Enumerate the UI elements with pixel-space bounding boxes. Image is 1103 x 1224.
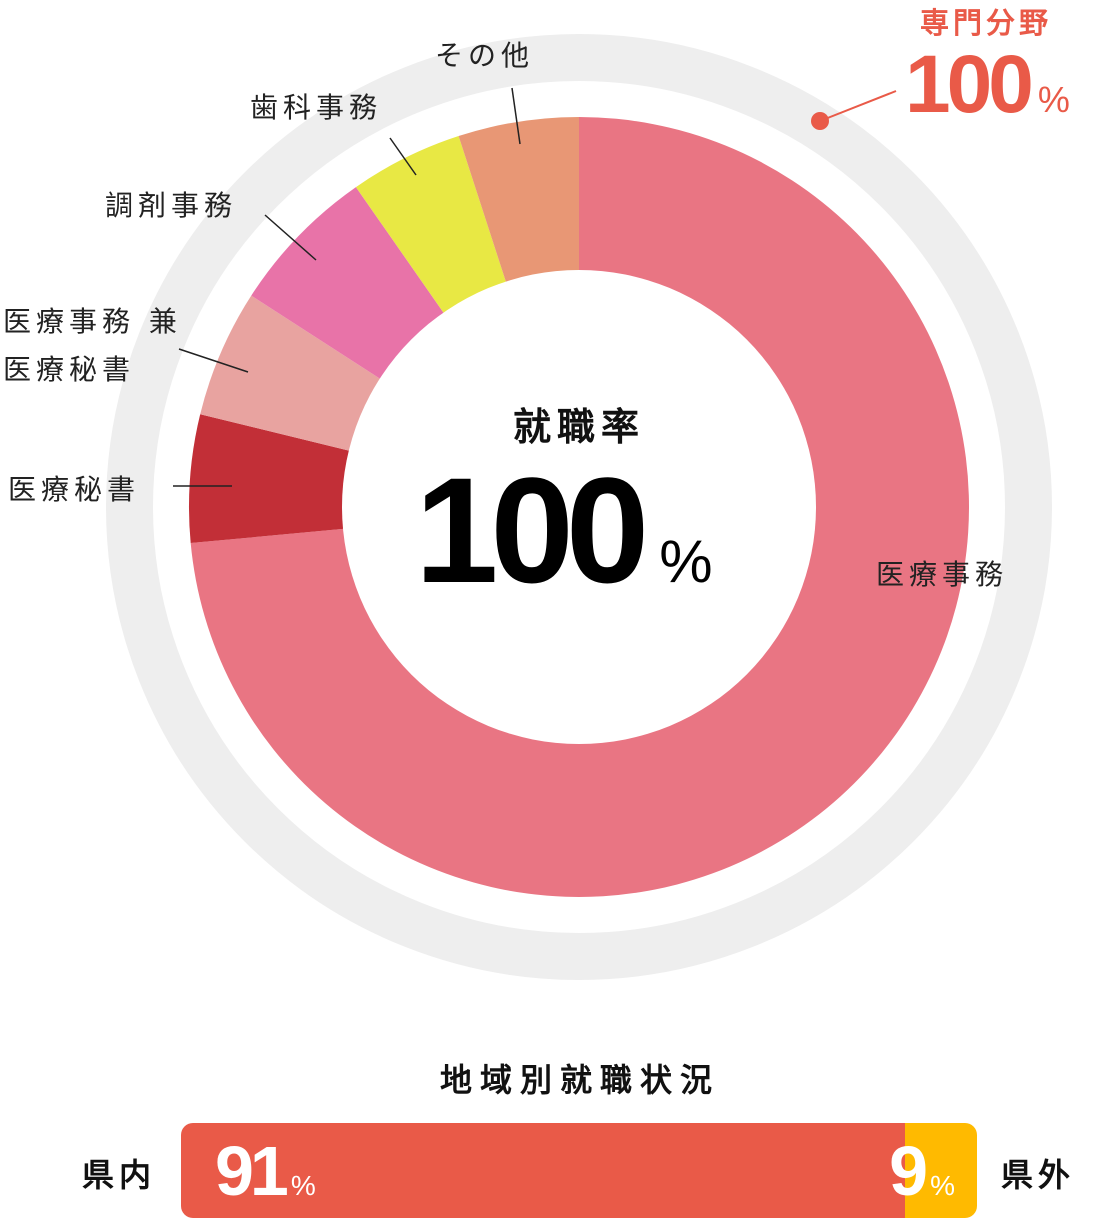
bar-unit-kengai: %	[930, 1170, 955, 1201]
leader-line-ken	[178, 348, 249, 373]
bar-value-kennai-number: 91	[215, 1132, 289, 1210]
label-shika: 歯科事務	[250, 91, 383, 124]
bar-segment-kengai	[905, 1123, 977, 1218]
leader-line-chozai	[264, 214, 317, 261]
label-sonota: その他	[435, 39, 535, 72]
bar-value-kengai: 9%	[889, 1131, 955, 1211]
specialty-value-number: 100	[905, 39, 1034, 130]
specialty-value-unit: %	[1037, 79, 1070, 120]
center-value-unit: %	[659, 528, 713, 595]
bar-value-kennai: 91%	[215, 1131, 316, 1211]
center-title: 就職率	[512, 405, 645, 449]
specialty-value: 100%	[905, 44, 1070, 126]
label-kennai: 県内	[82, 1156, 157, 1194]
specialty-title: 専門分野	[920, 6, 1053, 40]
label-ken-b: 医療秘書	[3, 353, 136, 386]
outer-ring	[106, 34, 1052, 980]
region-bar: 91% 9%	[181, 1123, 977, 1218]
label-hisho: 医療秘書	[8, 473, 141, 506]
label-chozai: 調剤事務	[105, 189, 238, 222]
region-title: 地域別就職状況	[439, 1061, 720, 1099]
bar-value-kengai-number: 9	[889, 1132, 928, 1210]
center-value: 100%	[415, 455, 713, 605]
leader-line-sonota	[511, 87, 521, 145]
donut-hole	[342, 270, 816, 744]
bar-unit-kennai: %	[290, 1170, 316, 1201]
leader-line-specialty	[819, 90, 897, 122]
label-kengai: 県外	[1001, 1156, 1076, 1194]
leader-dot-specialty	[811, 112, 829, 130]
label-iryo: 医療事務	[876, 558, 1009, 591]
leader-line-shika	[389, 137, 417, 176]
bar-segment-kennai: 91%	[181, 1123, 906, 1218]
center-value-number: 100	[415, 446, 649, 614]
label-ken-a: 医療事務 兼	[3, 305, 182, 338]
